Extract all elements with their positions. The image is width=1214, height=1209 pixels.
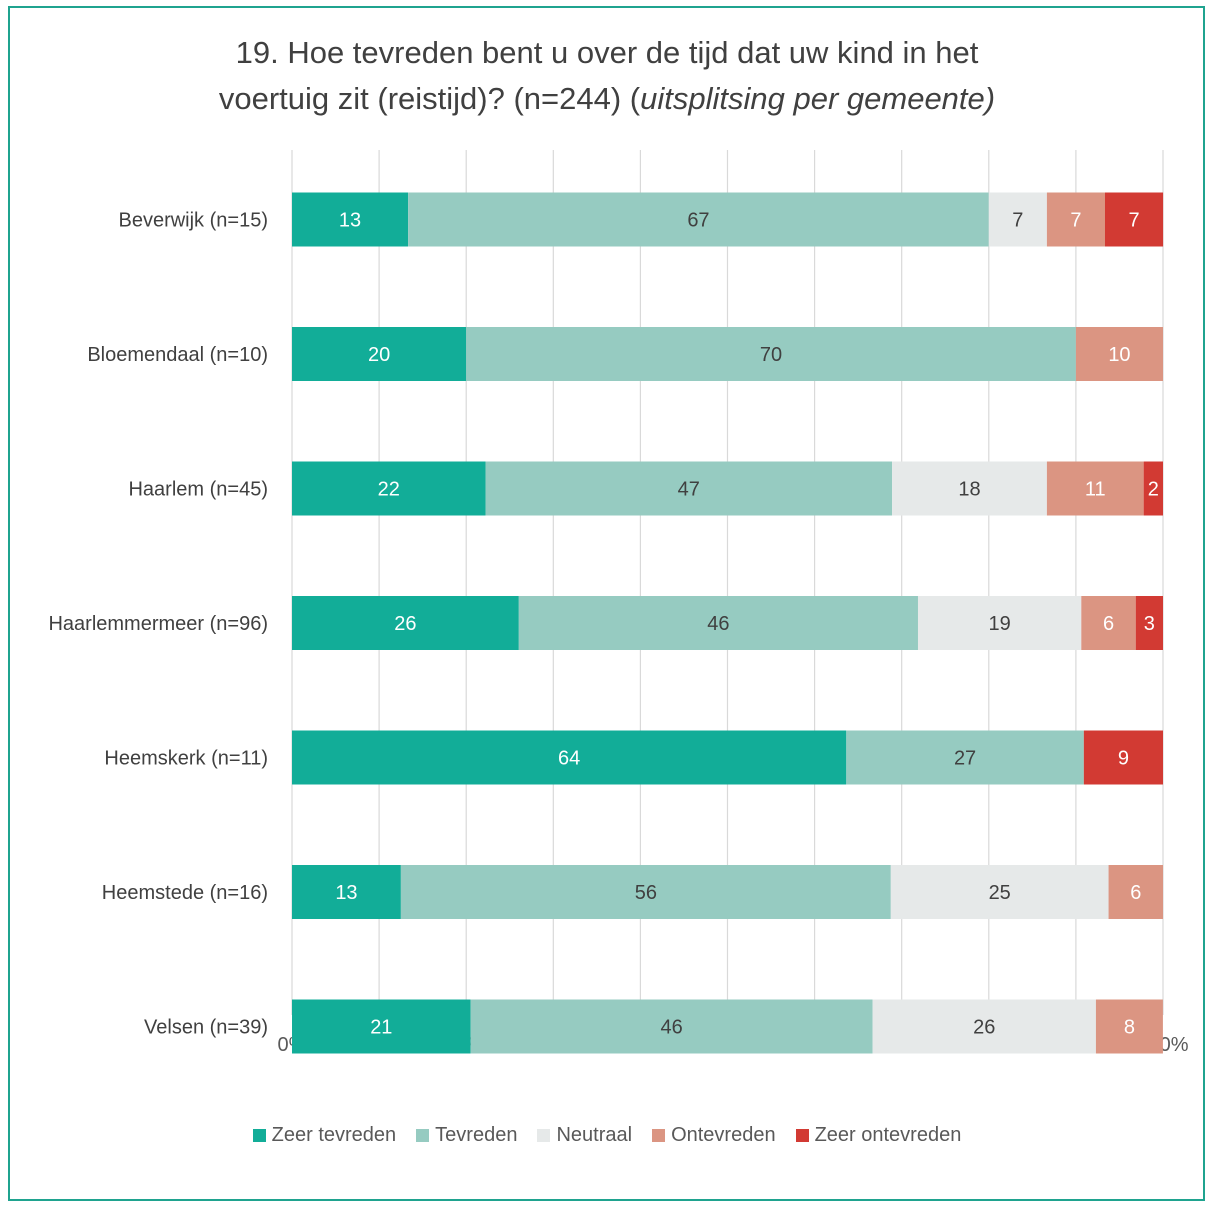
bar-segment — [1046, 192, 1105, 247]
data-label: 6 — [1103, 613, 1114, 635]
data-label: 56 — [635, 882, 657, 904]
bar-segment — [1135, 596, 1163, 650]
category-label: Bloemendaal (n=10) — [87, 344, 268, 366]
legend-label: Tevreden — [435, 1124, 518, 1146]
bar-segment — [917, 596, 1082, 650]
data-label: 21 — [370, 1017, 392, 1039]
data-label: 8 — [1124, 1017, 1135, 1039]
chart-title: 19. Hoe tevreden bent u over de tijd dat… — [0, 30, 1214, 122]
data-label: 26 — [394, 613, 416, 635]
bar-segment — [292, 192, 409, 247]
legend-item: Tevreden — [416, 1124, 517, 1147]
data-label: 70 — [760, 344, 782, 366]
data-label: 27 — [954, 748, 976, 770]
data-label: 6 — [1130, 882, 1141, 904]
legend-label: Zeer tevreden — [271, 1124, 397, 1146]
bar-segment — [470, 999, 873, 1054]
legend-swatch — [252, 1129, 266, 1142]
data-label: 13 — [335, 882, 357, 904]
data-label: 18 — [958, 479, 980, 501]
data-label: 19 — [989, 613, 1011, 635]
category-label: Beverwijk (n=15) — [118, 210, 268, 232]
data-label: 11 — [1085, 479, 1106, 501]
legend-label: Zeer ontevreden — [814, 1124, 962, 1146]
data-label: 9 — [1118, 748, 1129, 770]
bar-segment — [872, 999, 1096, 1054]
bar-segment — [292, 730, 847, 785]
bar-segment — [1104, 192, 1164, 247]
data-label: 2 — [1148, 479, 1159, 501]
legend-item: Zeer tevreden — [252, 1124, 397, 1147]
data-label: 46 — [661, 1017, 683, 1039]
bar-segment — [1108, 865, 1163, 919]
data-label: 7 — [1012, 210, 1023, 232]
bar-segment — [400, 865, 891, 919]
bar-segment — [408, 192, 989, 247]
data-label: 3 — [1144, 613, 1155, 635]
bar-segment — [292, 596, 519, 650]
data-label: 7 — [1070, 210, 1081, 232]
category-label: Heemskerk (n=11) — [104, 748, 268, 770]
legend-swatch — [537, 1129, 551, 1142]
bar-segment — [890, 865, 1109, 919]
bar-segment — [988, 192, 1047, 247]
legend-label: Ontevreden — [671, 1124, 776, 1146]
bar-segment — [518, 596, 918, 650]
category-label: Velsen (n=39) — [144, 1017, 268, 1039]
bar-segment — [292, 461, 486, 516]
data-label: 26 — [973, 1017, 995, 1039]
legend-swatch — [652, 1129, 666, 1142]
data-label: 46 — [707, 613, 729, 635]
category-label: Haarlem (n=45) — [128, 479, 268, 501]
legend-swatch — [795, 1129, 809, 1142]
legend-item: Ontevreden — [652, 1124, 776, 1147]
chart-legend: Zeer tevreden Tevreden Neutraal Ontevreden Z… — [0, 1124, 1214, 1147]
bar-segment — [292, 865, 401, 919]
data-label: 13 — [339, 210, 361, 232]
bar-segment — [1081, 596, 1136, 650]
category-label: Heemstede (n=16) — [102, 882, 268, 904]
data-label: 22 — [378, 479, 400, 501]
chart-title-line-2-text: voertuig zit (reistijd)? (n=244) ( — [218, 81, 641, 116]
bar-segment — [1143, 461, 1163, 516]
bar-segment — [1075, 327, 1163, 381]
chart-title-line-2: voertuig zit (reistijd)? (n=244) (uitspl… — [0, 76, 1214, 122]
data-label: 7 — [1128, 210, 1139, 232]
chart-title-line-2-italic: uitsplitsing per gemeente) — [640, 81, 996, 116]
bar-segment — [1083, 730, 1163, 785]
legend-label: Neutraal — [556, 1124, 633, 1146]
category-label: Haarlemmermeer (n=96) — [48, 613, 268, 635]
data-label: 10 — [1108, 344, 1130, 366]
legend-item: Zeer ontevreden — [795, 1124, 962, 1147]
bar-segment — [292, 999, 471, 1054]
chart-title-line-1: 19. Hoe tevreden bent u over de tijd dat… — [235, 35, 979, 70]
data-label: 20 — [368, 344, 390, 366]
bar-segment — [846, 730, 1084, 785]
legend-item: Neutraal — [537, 1124, 632, 1147]
bar-segment — [292, 327, 467, 381]
bar-segment — [1095, 999, 1163, 1054]
data-label: 64 — [558, 748, 580, 770]
data-label: 25 — [989, 882, 1011, 904]
data-label: 47 — [678, 479, 700, 501]
data-label: 67 — [687, 210, 709, 232]
legend-swatch — [416, 1129, 430, 1142]
bar-segment — [485, 461, 893, 516]
bar-segment — [892, 461, 1047, 516]
bar-segment — [1046, 461, 1144, 516]
bar-segment — [466, 327, 1076, 381]
